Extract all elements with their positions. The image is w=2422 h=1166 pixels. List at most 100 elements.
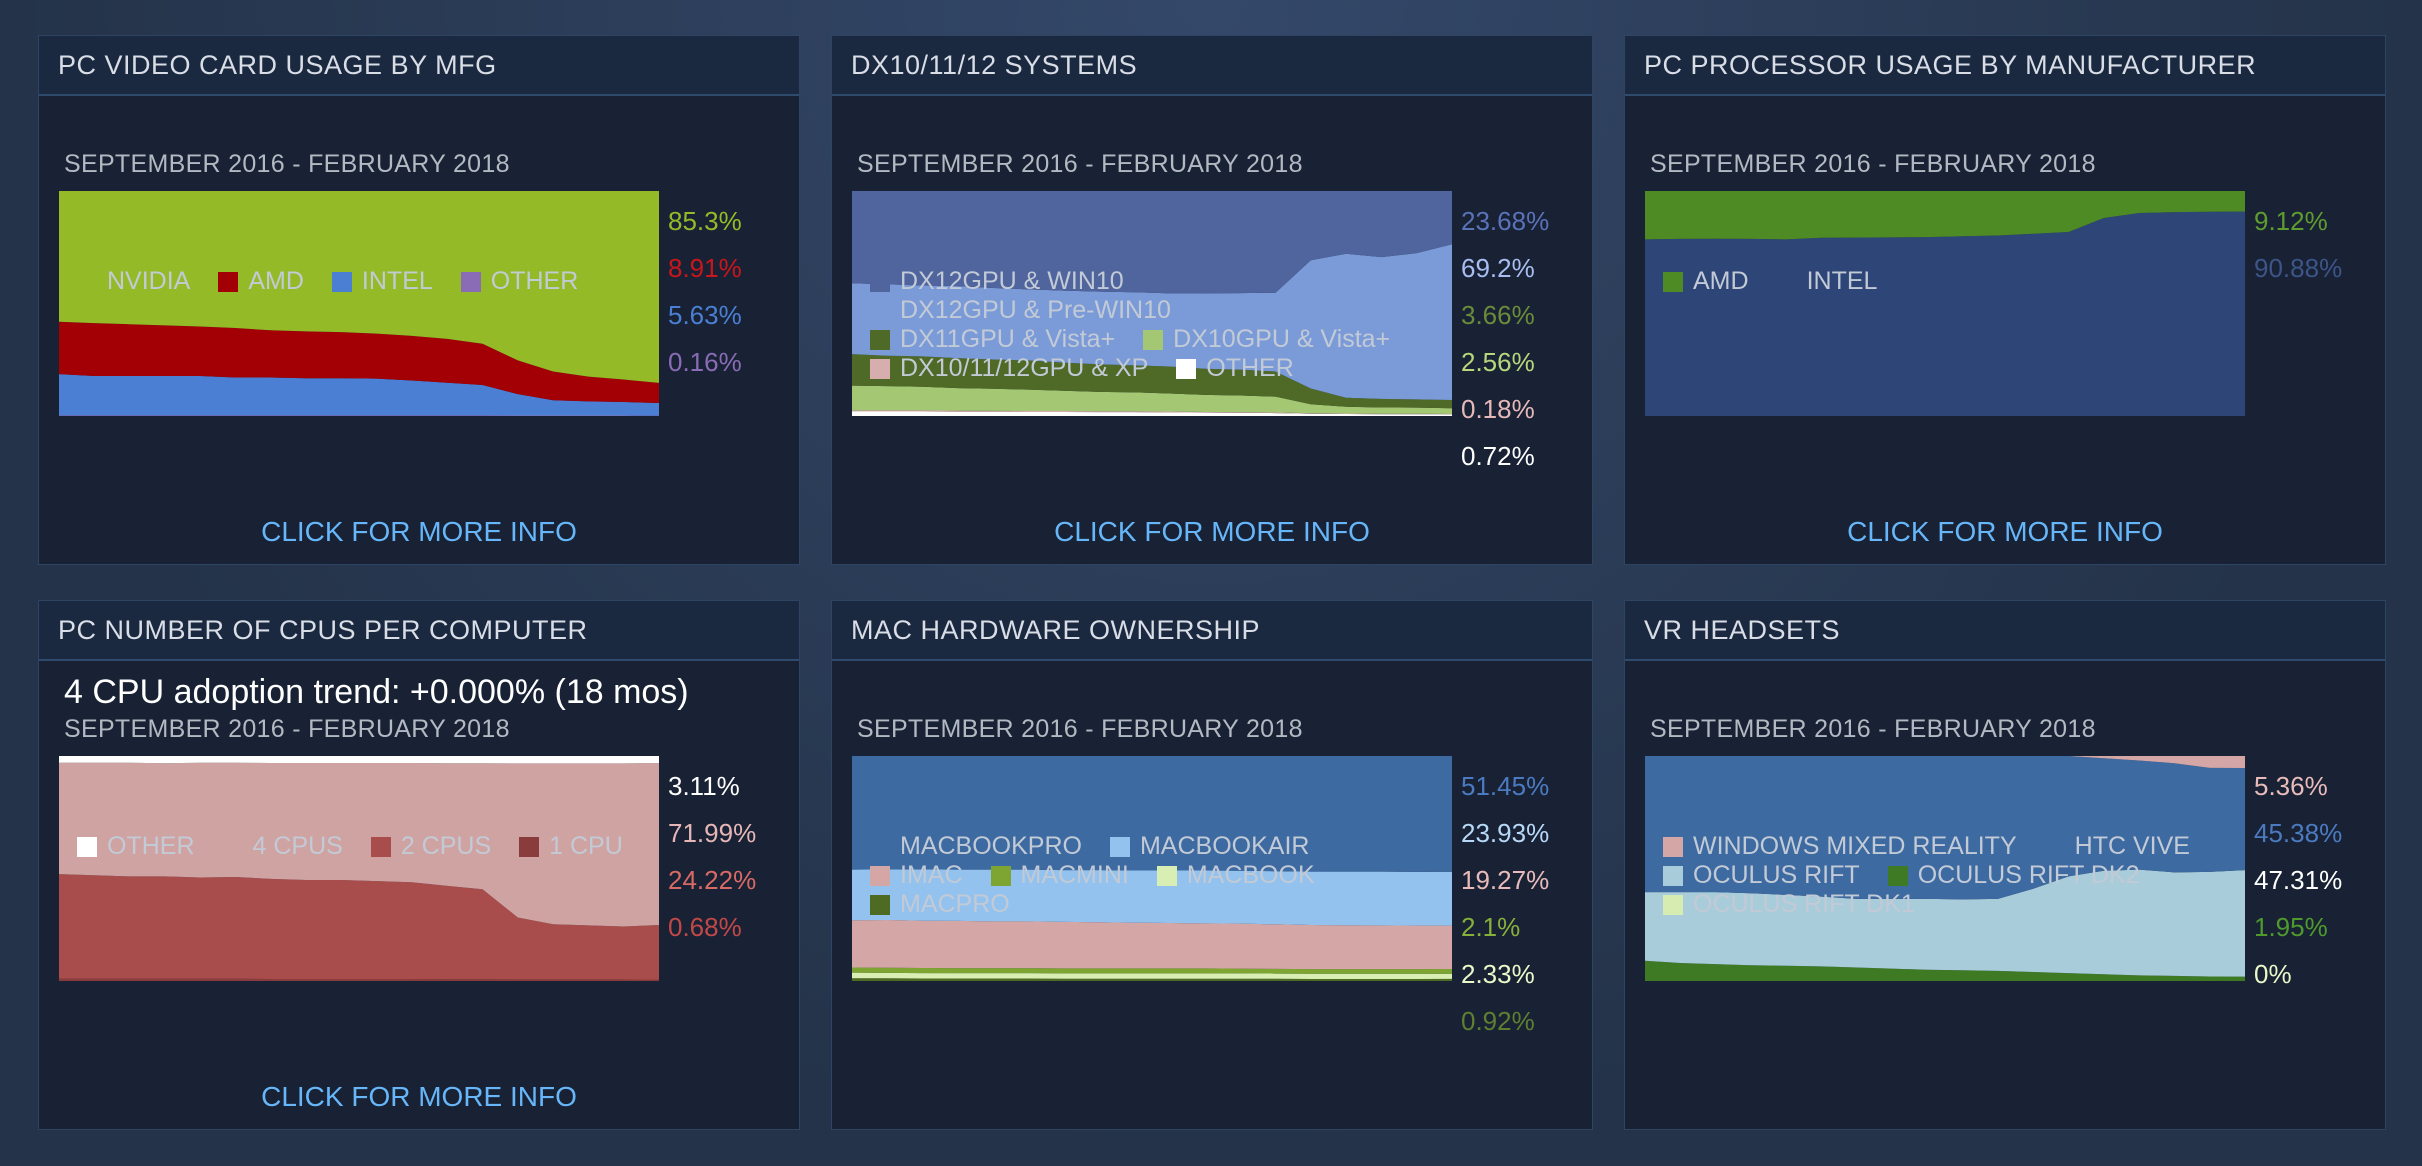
legend-swatch — [870, 894, 890, 915]
legend-swatch — [218, 271, 239, 292]
legend: OTHER 4 CPUS 2 CPUS 1 CPU — [77, 832, 651, 861]
panel-title: PC PROCESSOR USAGE BY MANUFACTURER — [1625, 36, 2385, 96]
area-chart — [1645, 191, 2245, 416]
legend-item-other: OTHER — [460, 267, 578, 296]
percent-label: 3.66% — [1461, 300, 1535, 330]
percent-label: 71.99% — [668, 818, 757, 848]
legend-label: OCULUS RIFT DK1 — [1693, 890, 1915, 918]
area-chart — [852, 191, 1452, 416]
panel-title: VR HEADSETS — [1625, 601, 2385, 661]
legend-label: 2 CPUS — [400, 832, 492, 860]
legend-swatch — [1663, 271, 1683, 292]
more-info-link[interactable]: CLICK FOR MORE INFO — [1054, 516, 1370, 547]
legend-label: MACPRO — [900, 890, 1010, 918]
more-info-link[interactable]: CLICK FOR MORE INFO — [1847, 516, 2163, 547]
date-range: SEPTEMBER 2016 - FEBRUARY 2018 — [64, 150, 510, 178]
legend-swatch — [1109, 836, 1130, 857]
legend-item-macmini: MACMINI — [990, 861, 1129, 890]
panel-cpus-per-computer: PC NUMBER OF CPUS PER COMPUTER 4 CPU ado… — [38, 600, 800, 1130]
legend-item-oculus-rift-dk1: OCULUS RIFT DK1 — [1663, 890, 1915, 919]
percent-label: 0% — [2254, 959, 2292, 989]
percent-label: 69.2% — [1461, 253, 1535, 283]
legend-swatch — [460, 271, 481, 292]
legend-label: DX11GPU & Vista+ — [900, 325, 1116, 353]
percent-label: 19.27% — [1461, 865, 1550, 895]
percent-label: 45.38% — [2254, 818, 2343, 848]
percent-label: 0.68% — [668, 912, 742, 942]
panel-title: PC VIDEO CARD USAGE BY MFG — [39, 36, 799, 96]
legend-item-oculus-rift-dk2: OCULUS RIFT DK2 — [1887, 861, 2140, 890]
area-series-dx11gpu-vista — [852, 354, 1452, 409]
area-series-dx10-11-12gpu-xp — [852, 410, 1452, 415]
legend-label: MACBOOKPRO — [900, 832, 1082, 860]
legend-label: IMAC — [900, 861, 963, 889]
area-series-other — [852, 411, 1452, 416]
percent-label: 51.45% — [1461, 771, 1550, 801]
percent-label: 24.22% — [668, 865, 757, 895]
area-series-htc-vive — [1645, 756, 2245, 900]
area-series-other — [59, 415, 659, 416]
legend-label: DX12GPU & Pre-WIN10 — [900, 296, 1171, 324]
legend-item-htc-vive: HTC VIVE — [2044, 832, 2190, 861]
panel-processor-usage: PC PROCESSOR USAGE BY MANUFACTURER SEPTE… — [1624, 35, 2386, 565]
panel-title: DX10/11/12 SYSTEMS — [832, 36, 1592, 96]
legend-label: AMD — [248, 267, 304, 295]
panel-mac-hardware: MAC HARDWARE OWNERSHIP SEPTEMBER 2016 - … — [831, 600, 1593, 1130]
area-series-macbookpro — [852, 756, 1452, 872]
percent-labels: 51.45% 23.93% 19.27% 2.1% 2.33% 0.92% — [1461, 771, 1549, 1053]
percent-labels: 3.11% 71.99% 24.22% 0.68% — [668, 771, 756, 959]
legend-item-intel: INTEL — [1776, 267, 1877, 296]
legend-swatch — [519, 836, 540, 857]
legend-label: OCULUS RIFT DK2 — [1917, 861, 2140, 889]
legend-label: WINDOWS MIXED REALITY — [1693, 832, 2017, 860]
legend-swatch — [1776, 271, 1797, 292]
legend-item-nvidia: NVIDIA — [77, 267, 190, 296]
percent-label: 5.36% — [2254, 771, 2328, 801]
percent-labels: 5.36% 45.38% 47.31% 1.95% 0% — [2254, 771, 2342, 1006]
more-info-link[interactable]: CLICK FOR MORE INFO — [261, 516, 577, 547]
legend-item-oculus-rift: OCULUS RIFT — [1663, 861, 1860, 890]
panel-title: PC NUMBER OF CPUS PER COMPUTER — [39, 601, 799, 661]
more-info-link[interactable]: CLICK FOR MORE INFO — [261, 1081, 577, 1112]
legend-label: MACMINI — [1020, 861, 1129, 889]
legend-item-amd: AMD — [1663, 267, 1749, 296]
percent-label: 23.68% — [1461, 206, 1550, 236]
area-series-macpro — [852, 978, 1452, 981]
legend-swatch — [331, 271, 352, 292]
legend-label: INTEL — [361, 267, 433, 295]
legend-swatch — [77, 836, 97, 857]
percent-label: 47.31% — [2254, 865, 2343, 895]
percent-label: 85.3% — [668, 206, 742, 236]
area-series-macbook — [852, 972, 1452, 979]
legend-swatch — [1663, 836, 1683, 857]
percent-label: 2.33% — [1461, 959, 1535, 989]
legend-item-macbookpro: MACBOOKPRO — [870, 832, 1082, 861]
legend-swatch — [870, 358, 890, 379]
legend-item-macpro: MACPRO — [870, 890, 1010, 919]
legend-swatch — [870, 836, 890, 857]
percent-labels: 9.12% 90.88% — [2254, 206, 2342, 300]
area-chart — [59, 191, 659, 416]
legend-swatch — [870, 865, 890, 886]
legend-swatch — [1663, 865, 1683, 886]
area-series-1-cpu — [59, 978, 659, 981]
legend: AMD INTEL — [1663, 267, 1905, 296]
legend-item-amd: AMD — [218, 267, 304, 296]
legend-swatch — [870, 329, 890, 350]
percent-label: 2.1% — [1461, 912, 1521, 942]
legend-swatch — [1143, 329, 1164, 350]
panel-video-card-usage: PC VIDEO CARD USAGE BY MFG SEPTEMBER 201… — [38, 35, 800, 565]
panel-dx-systems: DX10/11/12 SYSTEMS SEPTEMBER 2016 - FEBR… — [831, 35, 1593, 565]
area-series-dx12gpu-pre-win10 — [852, 191, 1452, 294]
percent-label: 1.95% — [2254, 912, 2328, 942]
legend-label: MACBOOK — [1186, 861, 1315, 889]
area-series-dx10gpu-vista — [852, 385, 1452, 414]
area-series-intel — [59, 374, 659, 416]
legend-label: MACBOOKAIR — [1139, 832, 1310, 860]
legend-label: DX10/11/12GPU & XP — [900, 354, 1149, 382]
legend-label: DX10GPU & Vista+ — [1173, 325, 1391, 353]
area-series-amd — [59, 321, 659, 403]
legend-item-windows-mixed-reality: WINDOWS MIXED REALITY — [1663, 832, 2017, 861]
area-series-windows-mixed-reality — [1645, 756, 2245, 769]
percent-label: 2.56% — [1461, 347, 1535, 377]
